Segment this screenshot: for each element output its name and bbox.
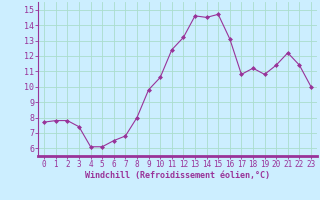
X-axis label: Windchill (Refroidissement éolien,°C): Windchill (Refroidissement éolien,°C) xyxy=(85,171,270,180)
